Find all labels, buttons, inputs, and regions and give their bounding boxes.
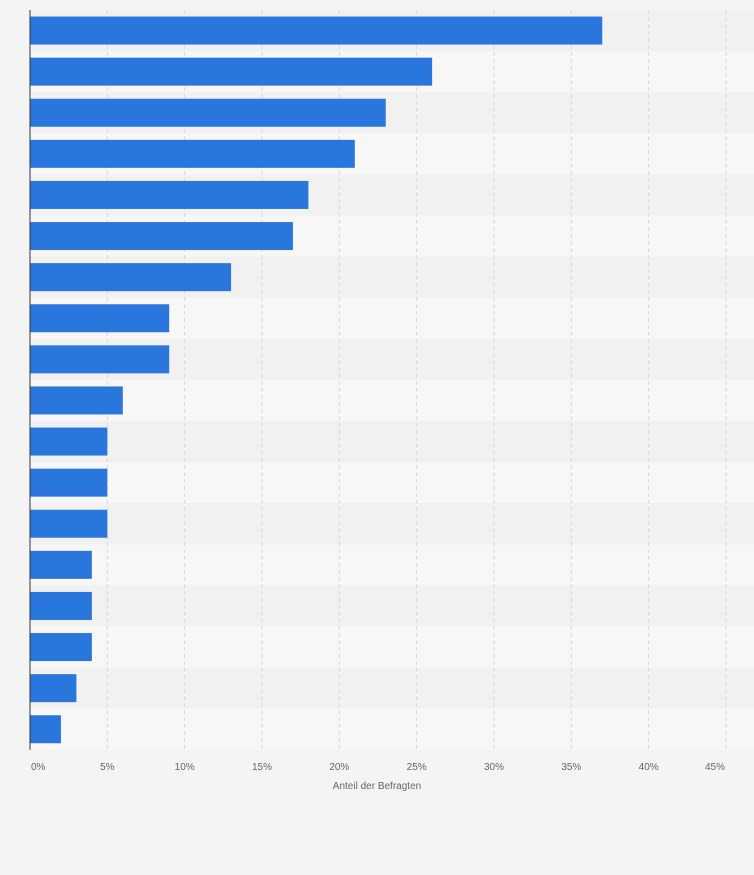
bar[interactable] xyxy=(30,674,77,703)
x-tick-label: 0% xyxy=(31,762,46,773)
bar[interactable] xyxy=(30,98,386,127)
x-tick-label: 20% xyxy=(329,762,349,773)
bar[interactable] xyxy=(30,263,232,292)
bar[interactable] xyxy=(30,509,108,538)
bar[interactable] xyxy=(30,468,108,497)
bars xyxy=(30,16,603,744)
bar[interactable] xyxy=(30,591,92,620)
x-tick-label: 40% xyxy=(639,762,659,773)
bar[interactable] xyxy=(30,345,170,374)
bar[interactable] xyxy=(30,550,92,579)
x-tick-labels: 0% 5% 10% 15% 20% 25% 30% 35% 40% 45% xyxy=(31,762,725,773)
x-tick-label: 25% xyxy=(407,762,427,773)
row-band xyxy=(30,421,754,463)
bar[interactable] xyxy=(30,139,355,168)
x-tick-label: 30% xyxy=(484,762,504,773)
bar[interactable] xyxy=(30,222,293,251)
bar[interactable] xyxy=(30,427,108,456)
x-tick-label: 15% xyxy=(252,762,272,773)
x-axis-label: Anteil der Befragten xyxy=(333,781,421,792)
row-band xyxy=(30,626,754,668)
gridlines xyxy=(106,10,727,750)
row-band xyxy=(30,503,754,545)
x-tick-label: 35% xyxy=(561,762,581,773)
bar[interactable] xyxy=(30,304,170,333)
x-tick-label: 5% xyxy=(100,762,115,773)
row-band xyxy=(30,585,754,627)
x-tick-label: 45% xyxy=(705,762,725,773)
row-band xyxy=(30,379,754,421)
row-band xyxy=(30,544,754,586)
x-tick-label: 10% xyxy=(175,762,195,773)
bar[interactable] xyxy=(30,57,433,86)
bar[interactable] xyxy=(30,633,92,662)
bar[interactable] xyxy=(30,715,61,744)
row-band xyxy=(30,708,754,750)
bar[interactable] xyxy=(30,16,603,45)
row-band xyxy=(30,667,754,709)
bar[interactable] xyxy=(30,386,123,415)
bar[interactable] xyxy=(30,180,309,209)
row-band xyxy=(30,462,754,504)
